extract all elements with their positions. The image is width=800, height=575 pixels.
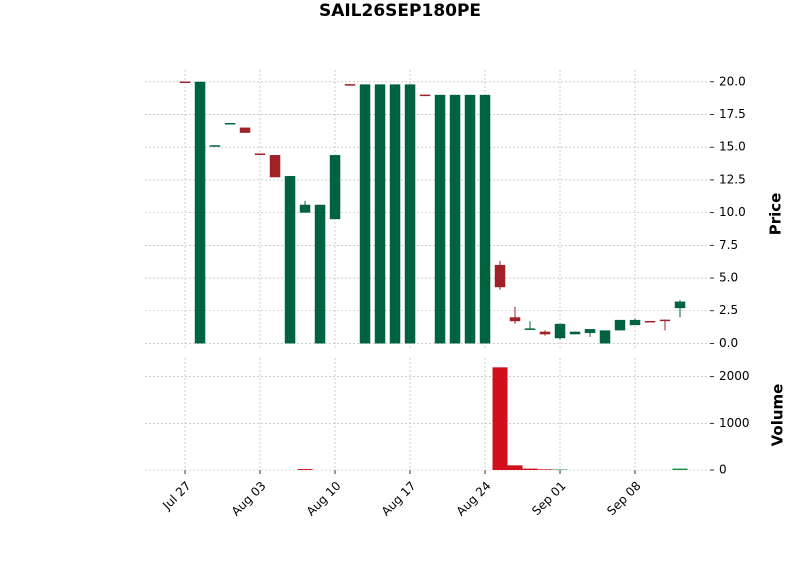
y-tick-label: 12.5 — [719, 172, 746, 186]
candle-body — [359, 84, 371, 344]
y-tick-label: 7.5 — [719, 238, 738, 252]
candle-body — [194, 81, 206, 344]
y2-tick-label: 2000 — [719, 369, 750, 383]
y-tick-label: 0.0 — [719, 336, 738, 350]
candle-body — [494, 264, 506, 288]
x-tick-label: Aug 03 — [229, 479, 269, 519]
candle-body — [599, 330, 611, 344]
x-tick-label: Aug 24 — [454, 479, 494, 519]
volume-bar — [492, 367, 508, 470]
candle-body — [554, 323, 566, 339]
volume-bar — [537, 469, 553, 470]
x-tick-label: Aug 17 — [379, 479, 419, 519]
candle-body — [209, 145, 221, 147]
candle-body — [389, 84, 401, 344]
candle-body — [374, 84, 386, 344]
candle-body — [509, 317, 521, 322]
candle-body — [239, 127, 251, 133]
candle-body — [419, 94, 431, 97]
candle-body — [404, 84, 416, 344]
candle-body — [269, 155, 281, 178]
chart-title: SAIL26SEP180PE — [319, 1, 481, 21]
y-tick-label: 10.0 — [719, 205, 746, 219]
candle-body — [569, 331, 581, 335]
candle-body — [524, 328, 536, 330]
y-axis-label: Price — [767, 193, 785, 236]
candle-body — [224, 122, 236, 125]
y-tick-label: 15.0 — [719, 140, 746, 154]
candle-body — [179, 81, 191, 84]
candle-body — [659, 319, 671, 322]
x-tick-label: Aug 10 — [304, 479, 344, 519]
y2-tick-label: 0 — [719, 463, 727, 477]
candle-body — [434, 94, 446, 344]
y-tick-label: 5.0 — [719, 271, 738, 285]
x-tick-label: Jul 27 — [159, 479, 193, 513]
candle-body — [614, 319, 626, 331]
candle-body — [629, 319, 641, 326]
candle-body — [584, 329, 596, 333]
volume-bar — [672, 468, 688, 470]
candle-body — [314, 204, 326, 344]
candle-body — [299, 204, 311, 213]
candle-body — [644, 320, 656, 323]
candle-body — [254, 153, 266, 155]
candle-body — [344, 84, 356, 86]
y-tick-label: 20.0 — [719, 74, 746, 88]
y-tick-label: 17.5 — [719, 107, 746, 121]
y2-axis-label: Volume — [769, 384, 787, 447]
y-tick-label: 2.5 — [719, 303, 738, 317]
volume-bar — [507, 465, 523, 470]
candle-body — [674, 301, 686, 309]
candle-body — [449, 94, 461, 344]
candle-body — [479, 94, 491, 344]
y2-tick-label: 1000 — [719, 416, 750, 430]
candle-body — [464, 94, 476, 344]
volume-bar — [297, 469, 313, 470]
x-tick-label: Sep 01 — [529, 479, 568, 518]
candle-body — [329, 155, 341, 220]
candle-body — [284, 175, 296, 344]
x-tick-label: Sep 08 — [604, 479, 643, 518]
candle-body — [539, 331, 551, 335]
volume-bar — [522, 468, 538, 470]
